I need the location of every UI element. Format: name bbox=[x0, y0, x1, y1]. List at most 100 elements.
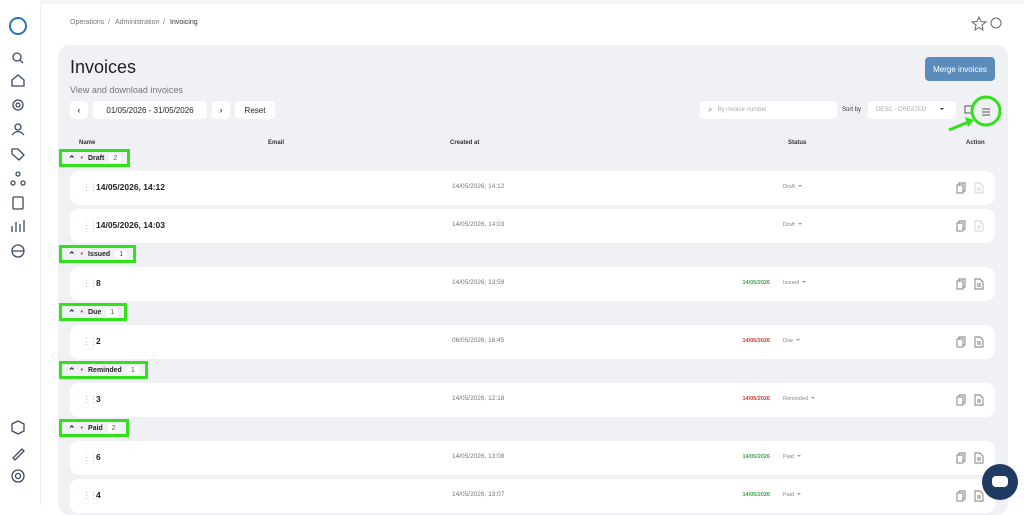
group-name: Paid bbox=[88, 424, 103, 432]
invoice-row[interactable]: ⋮⋮ 8 14/05/2026, 13:59 14/05/2026 Issued bbox=[70, 267, 995, 301]
action-icon[interactable] bbox=[954, 451, 986, 465]
drag-handle: ⋮⋮ bbox=[82, 336, 98, 346]
list-view-icon[interactable] bbox=[982, 108, 990, 116]
caret bbox=[797, 492, 802, 497]
dot: • bbox=[80, 308, 83, 316]
reset-button[interactable]: Reset bbox=[235, 101, 275, 119]
action-icon[interactable] bbox=[954, 277, 986, 291]
group-count: 2 bbox=[107, 423, 120, 433]
prev-button[interactable]: ‹ bbox=[70, 101, 88, 119]
invoice-name: 8 bbox=[96, 278, 101, 288]
drag-handle: ⋮⋮ bbox=[82, 278, 98, 288]
page-subtitle: View and download invoices bbox=[70, 85, 183, 95]
invoice-row[interactable]: ⋮⋮ 3 14/05/2026, 12:18 14/05/2026 Reminded bbox=[70, 383, 995, 417]
action-icons[interactable] bbox=[954, 219, 986, 238]
action-icon[interactable] bbox=[954, 393, 986, 407]
drag-handle: ⋮⋮ bbox=[82, 490, 98, 500]
view-toggle-annotation bbox=[948, 95, 1002, 132]
action-icon[interactable] bbox=[954, 219, 986, 233]
invoice-name: 2 bbox=[96, 336, 101, 346]
action-icons[interactable] bbox=[954, 489, 986, 508]
action-icon[interactable] bbox=[954, 181, 986, 195]
invoice-row[interactable]: ⋮⋮ 4 14/05/2026, 13:07 14/05/2026 Paid bbox=[70, 479, 995, 513]
group-header[interactable]: ⌃ • Reminded 1 bbox=[59, 361, 148, 379]
column-header: Action bbox=[966, 140, 985, 146]
group-count: 2 bbox=[109, 153, 122, 163]
action-icon[interactable] bbox=[954, 489, 986, 503]
breadcrumb-item[interactable]: Administration bbox=[115, 19, 160, 26]
collapse-icon: ⌃ bbox=[68, 154, 76, 164]
search-input[interactable]: ⌕ By invoice number bbox=[700, 101, 837, 119]
group-count: 1 bbox=[106, 307, 119, 317]
sort-select[interactable]: DESC - CREATED bbox=[868, 101, 956, 119]
invoice-name: 14/05/2026, 14:03 bbox=[96, 220, 166, 230]
invoice-name: 6 bbox=[96, 452, 101, 462]
action-icons[interactable] bbox=[954, 335, 986, 354]
group-count: 1 bbox=[126, 365, 139, 375]
sort-label: Sort by bbox=[842, 107, 862, 113]
created-at: 14/05/2026, 12:18 bbox=[452, 395, 505, 402]
drag-handle: ⋮⋮ bbox=[82, 452, 98, 462]
group-name: Issued bbox=[88, 250, 111, 258]
group-name: Due bbox=[88, 308, 102, 316]
breadcrumb-sep: / bbox=[163, 19, 165, 26]
status[interactable]: Due bbox=[783, 338, 801, 344]
drag-handle: ⋮⋮ bbox=[82, 394, 98, 404]
invoice-name: 4 bbox=[96, 490, 101, 500]
group-name: Reminded bbox=[88, 366, 122, 374]
invoice-row[interactable]: ⋮⋮ 2 06/05/2026, 16:45 14/05/2026 Due bbox=[70, 325, 995, 359]
status[interactable]: Reminded bbox=[783, 396, 816, 402]
status-date: 14/05/2026 bbox=[742, 492, 770, 498]
status[interactable]: Paid bbox=[783, 454, 802, 460]
group-header[interactable]: ⌃ • Draft 2 bbox=[59, 149, 131, 167]
column-header: Created at bbox=[450, 140, 480, 146]
status[interactable]: Draft bbox=[783, 184, 802, 190]
invoice-name: 3 bbox=[96, 394, 101, 404]
status-date: 14/05/2026 bbox=[742, 454, 770, 460]
chat-button[interactable] bbox=[982, 464, 1018, 500]
collapse-icon: ⌃ bbox=[68, 250, 76, 260]
invoice-row[interactable]: ⋮⋮ 14/05/2026, 14:03 14/05/2026, 14:03 Draf… bbox=[70, 209, 995, 243]
next-button[interactable]: › bbox=[212, 101, 230, 119]
status[interactable]: Draft bbox=[783, 222, 802, 228]
merge-button[interactable]: Merge invoices bbox=[925, 57, 995, 81]
action-icons[interactable] bbox=[954, 277, 986, 296]
search-placeholder: By invoice number bbox=[717, 107, 767, 113]
action-icon[interactable] bbox=[954, 335, 986, 349]
action-icons[interactable] bbox=[954, 451, 986, 470]
caret bbox=[811, 396, 816, 401]
date-range[interactable]: 01/05/2026 - 31/05/2026 bbox=[93, 101, 207, 119]
group-header[interactable]: ⌃ • Issued 1 bbox=[59, 245, 137, 263]
created-at: 14/05/2026, 14:03 bbox=[452, 221, 505, 228]
group-header[interactable]: ⌃ • Due 1 bbox=[59, 303, 128, 321]
dot: • bbox=[80, 250, 83, 258]
top-strip bbox=[40, 0, 1024, 4]
page-title: Invoices bbox=[70, 57, 137, 77]
status[interactable]: Paid bbox=[783, 492, 802, 498]
collapse-icon: ⌃ bbox=[68, 424, 76, 434]
group-count: 1 bbox=[115, 249, 128, 259]
breadcrumb-item[interactable]: Operations bbox=[70, 19, 105, 26]
group-header[interactable]: ⌃ • Paid 2 bbox=[59, 419, 129, 437]
invoice-row[interactable]: ⋮⋮ 6 14/05/2026, 13:08 14/05/2026 Paid bbox=[70, 441, 995, 475]
status-date: 14/05/2026 bbox=[742, 396, 770, 402]
invoice-name: 14/05/2026, 14:12 bbox=[96, 182, 166, 192]
top-icons[interactable] bbox=[970, 15, 1006, 31]
action-icons[interactable] bbox=[954, 181, 986, 200]
caret bbox=[797, 184, 802, 189]
dot: • bbox=[80, 424, 83, 432]
drag-handle: ⋮⋮ bbox=[82, 220, 98, 230]
invoice-row[interactable]: ⋮⋮ 14/05/2026, 14:12 14/05/2026, 14:12 Draf… bbox=[70, 171, 995, 205]
status[interactable]: Issued bbox=[783, 280, 807, 286]
created-at: 14/05/2026, 14:12 bbox=[452, 183, 505, 190]
sort-value: DESC - CREATED bbox=[876, 107, 927, 113]
collapse-icon: ⌃ bbox=[68, 308, 76, 318]
caret bbox=[802, 280, 807, 285]
sidebar bbox=[0, 0, 41, 505]
breadcrumb-item: Invoicing bbox=[170, 19, 198, 26]
caret bbox=[797, 222, 802, 227]
action-icons[interactable] bbox=[954, 393, 986, 412]
column-header: Email bbox=[268, 140, 285, 146]
breadcrumb-sep: / bbox=[108, 19, 110, 26]
